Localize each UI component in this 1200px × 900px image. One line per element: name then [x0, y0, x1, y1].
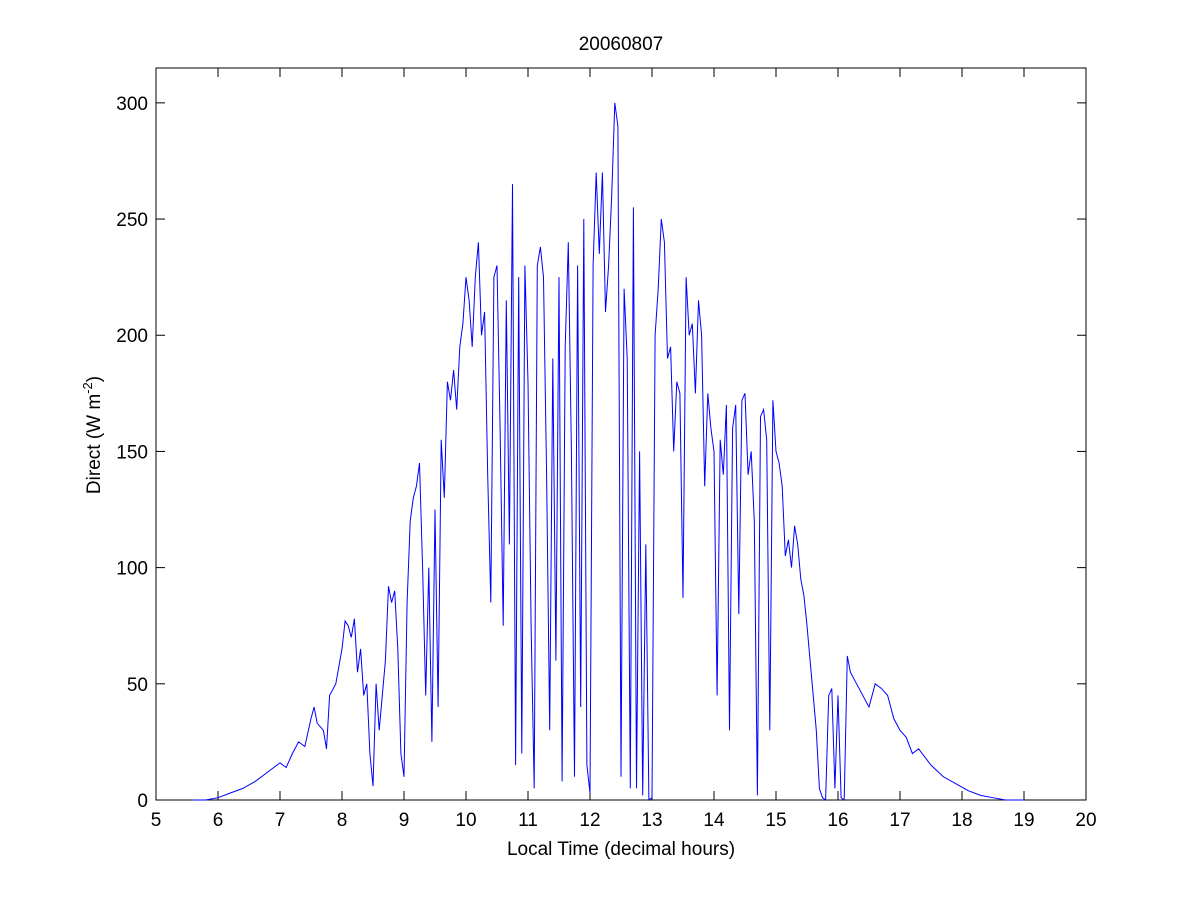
x-axis-label: Local Time (decimal hours)	[507, 839, 735, 860]
x-tick-label: 13	[641, 810, 662, 831]
y-tick-label: 100	[116, 559, 148, 580]
y-tick-label: 200	[116, 326, 148, 347]
chart-title: 20060807	[579, 34, 664, 55]
y-label-end: )	[84, 376, 105, 382]
x-tick-label: 8	[337, 810, 348, 831]
y-label-sup: -2	[80, 382, 95, 394]
y-axis-label: Direct (W m-2)	[80, 376, 105, 494]
x-tick-label: 7	[275, 810, 286, 831]
y-tick-label: 150	[116, 442, 148, 463]
x-tick-label: 15	[765, 810, 786, 831]
x-tick-label: 6	[213, 810, 224, 831]
x-tick-label: 5	[151, 810, 162, 831]
x-tick-label: 11	[518, 810, 538, 831]
x-tick-label: 18	[951, 810, 972, 831]
x-tick-label: 19	[1013, 810, 1034, 831]
x-tick-label: 10	[455, 810, 476, 831]
y-tick-label: 300	[116, 94, 148, 115]
x-tick-label: 12	[579, 810, 600, 831]
y-label-main: Direct (W m	[84, 394, 105, 494]
y-tick-label: 50	[127, 675, 148, 696]
x-tick-label: 9	[399, 810, 410, 831]
data-line	[193, 102, 1024, 801]
x-tick-label: 20	[1075, 810, 1096, 831]
x-tick-label: 16	[827, 810, 848, 831]
y-tick-label: 250	[116, 210, 148, 231]
x-tick-label: 14	[703, 810, 725, 831]
x-tick-label: 17	[889, 810, 910, 831]
y-tick-label: 0	[137, 791, 148, 812]
